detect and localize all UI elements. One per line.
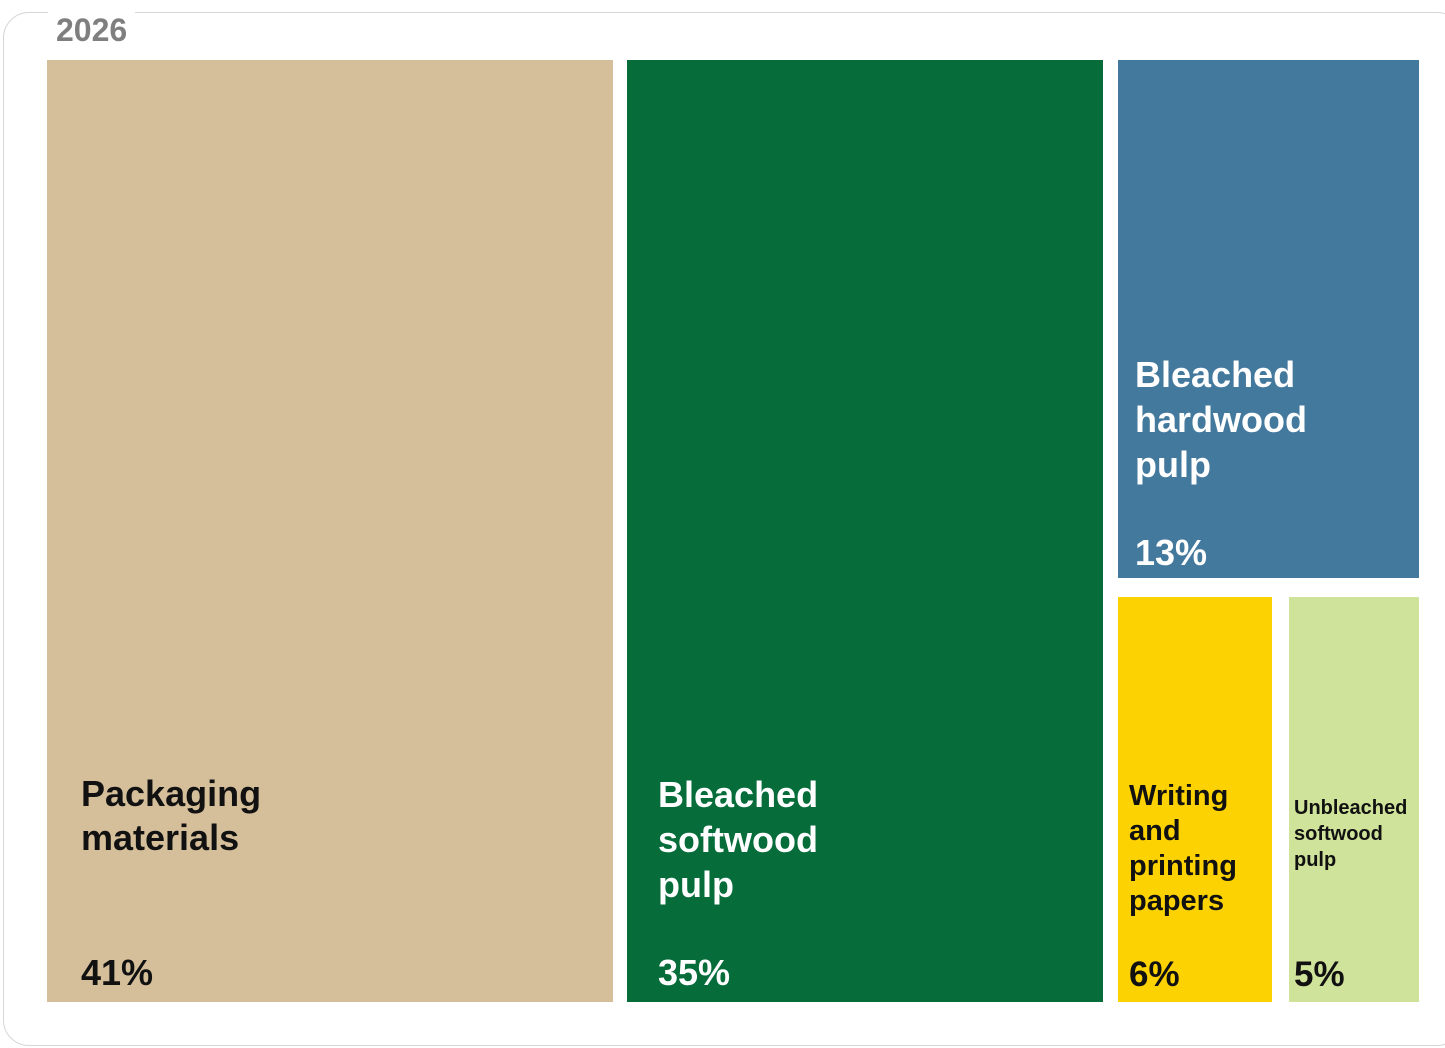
chart-frame: 2026: [3, 11, 1445, 1046]
tile-value-label: 13%: [1135, 532, 1208, 573]
tile-label: Packaging materials: [81, 773, 262, 858]
tile-label: Writing and printing papers: [1129, 780, 1237, 917]
tile-bleached-hardwood-pulp: Bleached hardwood pulp 13%: [1118, 60, 1419, 578]
tile-value-label: 6%: [1129, 955, 1180, 994]
tile-label: Bleached softwood pulp: [658, 774, 819, 905]
tile-label: Unbleached softwood pulp: [1294, 797, 1408, 871]
tile-value-label: 35%: [658, 952, 731, 993]
tile-writing-and-printing-papers: Writing and printing papers 6%: [1118, 597, 1272, 1002]
tile-unbleached-softwood-pulp: Unbleached softwood pulp 5%: [1289, 597, 1419, 1002]
tile-value-label: 5%: [1294, 955, 1345, 994]
tile-label: Bleached hardwood pulp: [1135, 354, 1307, 485]
chart-title: 2026: [48, 11, 136, 49]
tile-bleached-softwood-pulp: Bleached softwood pulp 35%: [627, 60, 1103, 1002]
tile-value-label: 41%: [81, 952, 154, 993]
tile-packaging-materials: Packaging materials 41%: [47, 60, 613, 1002]
